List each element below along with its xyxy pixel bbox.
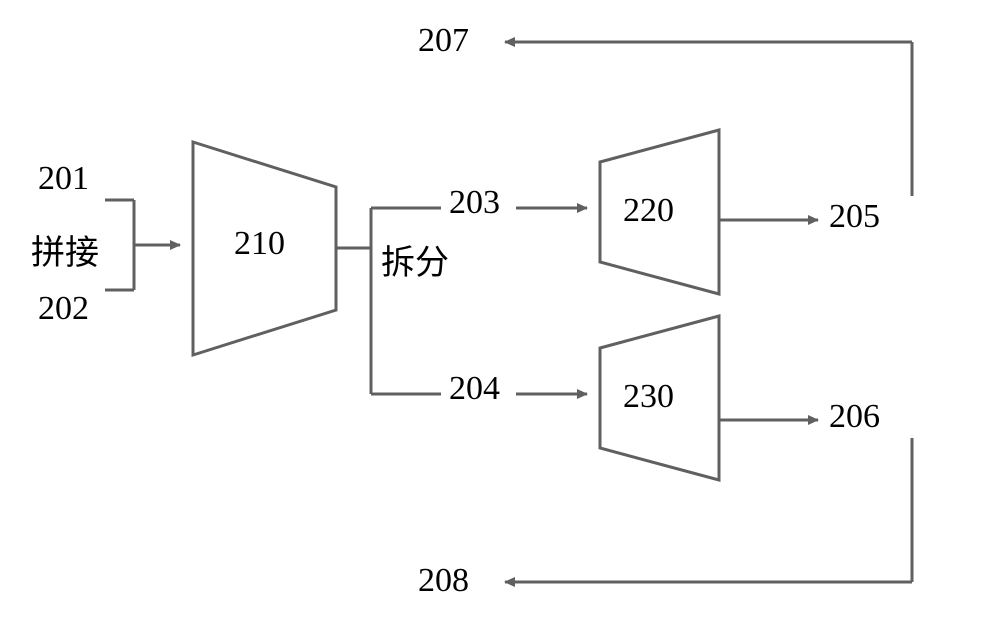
label-207: 207 (418, 22, 469, 60)
label-concat: 拼接 (31, 225, 99, 274)
label-206: 206 (829, 398, 880, 436)
diagram-canvas (0, 0, 1000, 627)
label-230: 230 (623, 378, 674, 416)
label-202: 202 (38, 290, 89, 328)
label-205: 205 (829, 198, 880, 236)
label-203: 203 (449, 184, 500, 222)
label-220: 220 (623, 192, 674, 230)
label-204: 204 (449, 370, 500, 408)
label-208: 208 (418, 562, 469, 600)
label-split: 拆分 (381, 235, 449, 284)
label-210: 210 (234, 225, 285, 263)
label-201: 201 (38, 160, 89, 198)
